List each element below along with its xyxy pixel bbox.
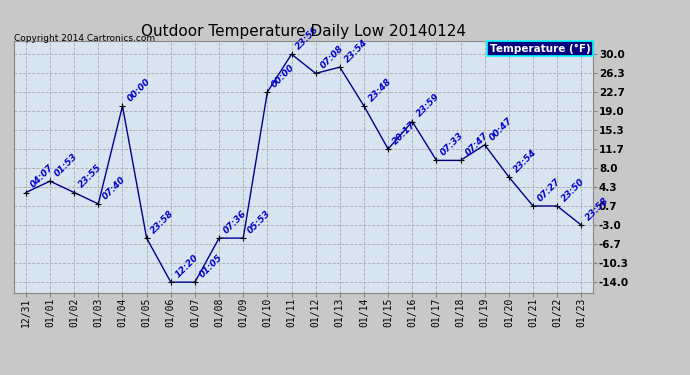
- Text: 00:47: 00:47: [488, 116, 514, 142]
- Text: 23:50: 23:50: [560, 177, 586, 203]
- Text: 04:07: 04:07: [29, 163, 55, 190]
- Text: 07:08: 07:08: [319, 44, 345, 70]
- Text: 07:47: 07:47: [464, 131, 490, 158]
- Text: 00:00: 00:00: [270, 63, 297, 89]
- Text: 23:58: 23:58: [584, 196, 611, 222]
- Text: 23:54: 23:54: [512, 148, 538, 174]
- Text: 00:00: 00:00: [126, 76, 152, 103]
- Text: 01:05: 01:05: [198, 253, 224, 279]
- Text: 23:58: 23:58: [150, 209, 176, 236]
- Text: 23:48: 23:48: [367, 76, 393, 103]
- Text: 07:33: 07:33: [440, 131, 466, 158]
- Text: Copyright 2014 Cartronics.com: Copyright 2014 Cartronics.com: [14, 34, 155, 43]
- Text: 23:55: 23:55: [77, 163, 104, 190]
- Text: 05:53: 05:53: [246, 209, 273, 236]
- Text: 07:36: 07:36: [222, 209, 248, 236]
- Text: 01:53: 01:53: [53, 152, 79, 178]
- Text: 12:20: 12:20: [174, 253, 200, 279]
- Text: 07:27: 07:27: [536, 177, 562, 203]
- Text: 20:17: 20:17: [391, 120, 417, 146]
- Title: Outdoor Temperature Daily Low 20140124: Outdoor Temperature Daily Low 20140124: [141, 24, 466, 39]
- Text: Temperature (°F): Temperature (°F): [490, 44, 591, 54]
- Text: 23:56: 23:56: [295, 25, 321, 51]
- Text: 07:40: 07:40: [101, 174, 128, 201]
- Text: 23:59: 23:59: [415, 92, 442, 119]
- Text: 23:54: 23:54: [343, 38, 369, 64]
